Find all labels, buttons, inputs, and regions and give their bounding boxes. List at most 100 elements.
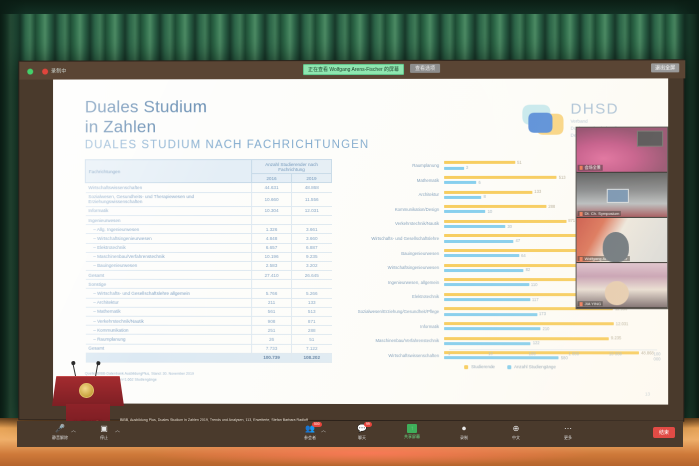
chart-bar-studiengaenge (444, 195, 482, 199)
table-header-fachrichtungen: Fachrichtungen (85, 159, 252, 184)
mic-icon (579, 257, 583, 262)
view-options-button[interactable]: 查看选项 (410, 63, 441, 73)
table-row: – Raumplanung 26 51 (85, 334, 332, 345)
table-cell-2016: 44.631 (251, 182, 292, 193)
chart-bar-studierende (444, 190, 533, 194)
table-row: Ingenieurwesen (85, 215, 332, 225)
chart-category-label: Ingenieurwesen, allgemein (387, 279, 440, 285)
chart-bar-studiengaenge (444, 298, 530, 302)
chart-bar-studierende (444, 205, 547, 209)
chart-bar-studiengaenge (444, 283, 529, 287)
chart-bar-studierende (444, 175, 557, 180)
video-tile-name: 会场全景 (577, 164, 603, 171)
chart-value-studierende: 871 (568, 218, 576, 224)
chart-bar-studiengaenge (444, 166, 464, 170)
participants-chevron-up-icon[interactable]: ︿ (321, 428, 327, 434)
zoom-toolbar-participants-button[interactable]: 👥 参会者 500 (295, 422, 325, 441)
table-cell-label: – Mathematik (85, 307, 252, 317)
video-tile[interactable]: Wolfgang Arens-Fischer (576, 217, 668, 264)
zoom-toolbar-mute-audio-button[interactable]: 🎤 静音解除 (45, 424, 75, 441)
chart-bar-studiengaenge (444, 312, 538, 316)
video-tile[interactable]: JIA YING (576, 263, 668, 309)
table-cell-2016: 100.739 (251, 353, 292, 363)
stop-video-chevron-up-icon[interactable]: ︿ (115, 428, 121, 434)
zoom-toolbar-stop-video-button[interactable]: ▣ 停止 (89, 424, 119, 441)
chart-bar-pair: 12.031 210 (444, 320, 657, 335)
table-cell-2019: 12.031 (291, 206, 332, 216)
table-cell-label: Sonstige (85, 279, 252, 289)
recording-label: 录制中 (51, 68, 67, 75)
video-tile[interactable]: 会场全景 (576, 127, 668, 173)
slide-title-line1: Duales Studium (84, 97, 208, 117)
stop-video-label: 停止 (100, 435, 108, 440)
chart-bar-studiengaenge (444, 268, 524, 272)
chart-bar-studierende (444, 248, 590, 253)
mute-audio-icon: 🎤 (55, 424, 65, 433)
dhsd-logo-title: DHSD (570, 100, 619, 118)
zoom-toolbar-chat-button[interactable]: 💬 聊天 99 (347, 422, 377, 441)
video-tile-name: Dt. Ch. Symposium (577, 210, 622, 216)
recording-indicator-icon[interactable] (42, 68, 49, 75)
participants-label: 参会者 (304, 435, 316, 440)
chart-x-tick: 100 000 (653, 351, 661, 362)
table-cell-label: Wirtschaftswissenschaften (85, 182, 252, 193)
table-header-group: Anzahl Studierender nach Fachrichtung (251, 159, 332, 174)
zoom-toolbar-language-button[interactable]: ⊕ 中文 (501, 424, 531, 441)
chart-value-studierende: 288 (548, 203, 556, 209)
table-cell-2016 (251, 215, 292, 225)
table-cell-label: Informatik (85, 206, 252, 216)
table-cell-2016: 4.848 (251, 233, 292, 243)
table-cell-label: Ingenieurwesen (85, 215, 252, 225)
table-cell-2019: 5.266 (291, 288, 332, 299)
chart-category-label: Wirtschafts- und Gesellschaftslehre (371, 236, 440, 242)
table-cell-label: – Allg. Ingenieurwesen (85, 224, 252, 234)
table-cell-2016: 251 (251, 325, 292, 335)
chart-category-label: Wirtschaftsingenieurwesen (387, 265, 440, 271)
table-header-2019: 2019 (291, 173, 332, 183)
chart-value-studiengaenge: 8 (483, 194, 486, 200)
chart-value-studiengaenge: 122 (532, 340, 540, 346)
chart-x-tick: 10 (488, 351, 493, 357)
table-cell-label: – Elektrotechnik (85, 242, 252, 253)
chart-value-studierende: 12.031 (615, 320, 629, 326)
mute-audio-chevron-up-icon[interactable]: ︿ (71, 428, 77, 434)
end-meeting-button[interactable]: 结束 (652, 427, 675, 438)
chart-category-label: Mathematik (416, 177, 440, 183)
zoom-toolbar-more-button[interactable]: ⋯ 更多 (553, 424, 583, 441)
chart-value-studiengaenge: 110 (530, 282, 538, 288)
chart-legend-label: Studierende (471, 364, 495, 370)
chat-label: 聊天 (358, 435, 366, 440)
table-cell-label: – Bauingenieurwesen (85, 261, 252, 271)
chart-bar-studierende (444, 263, 593, 267)
closed-caption-text: BIBB, Ausbildung Plus, Duales Studium in… (120, 418, 308, 422)
table-row: Sozialwesen, Gesundheits- und Therapiewe… (85, 192, 332, 207)
table-header-2016: 2016 (251, 173, 292, 183)
share-screen-icon: ↑ (407, 424, 417, 433)
chat-badge: 99 (364, 422, 372, 428)
table-cell-2016: 5.766 (251, 288, 292, 299)
table-cell-label: – Raumplanung (85, 334, 252, 344)
table-cell-2016: 10.660 (251, 192, 292, 207)
language-label: 中文 (512, 435, 520, 440)
table-header-row: Fachrichtungen Anzahl Studierender nach … (85, 159, 332, 184)
chart-legend-item: Studierende (464, 364, 495, 369)
table-cell-2019: 51 (291, 334, 332, 345)
chart-category-label: Maschinenbau/Verfahrenstechnik (375, 338, 440, 344)
zoom-toolbar-record-button[interactable]: ⏺ 录制 (449, 424, 479, 441)
exit-fullscreen-button[interactable]: 退出全屏 (651, 63, 680, 73)
zoom-bottom-toolbar[interactable]: 结束 ︿ 🎤 静音解除 ︿ ▣ 停止 ︿ 👥 参会者 500 💬 聊天 99 ↑ 共享屏幕 ⏺ 录制 ⊕ 中文 ⋯ 更多 (17, 421, 683, 447)
participants-icon: 👥 (305, 424, 315, 433)
connection-indicator-icon (27, 68, 34, 75)
table-cell-2019: 11.556 (291, 192, 332, 207)
mic-icon (579, 165, 583, 170)
table-row: Sonstige (85, 279, 332, 289)
chart-value-studierende: 513 (558, 174, 566, 180)
video-tile[interactable]: Dt. Ch. Symposium (576, 172, 668, 218)
zoom-toolbar-share-screen-button[interactable]: ↑ 共享屏幕 (397, 424, 427, 440)
video-strip[interactable]: 会场全景 Dt. Ch. Symposium Wolfgang Arens-Fisc… (575, 126, 669, 310)
chart-value-studiengaenge: 64 (521, 252, 526, 258)
chart-category-label: Kommunikation/Design (394, 206, 440, 212)
table-cell-2019: 7.122 (291, 343, 332, 354)
chart-category-label: Verkehrstechnik/Nautik (395, 221, 440, 227)
chart-bar-studiengaenge (444, 254, 520, 258)
